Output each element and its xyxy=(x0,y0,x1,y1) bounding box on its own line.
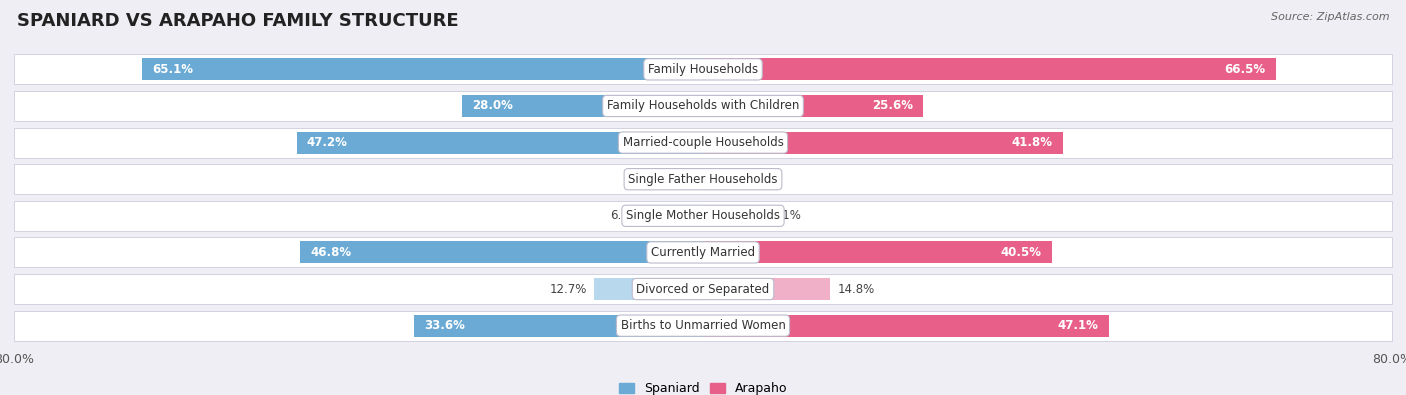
Text: Family Households: Family Households xyxy=(648,63,758,76)
Text: 65.1%: 65.1% xyxy=(153,63,194,76)
Text: Single Mother Households: Single Mother Households xyxy=(626,209,780,222)
Text: Source: ZipAtlas.com: Source: ZipAtlas.com xyxy=(1271,12,1389,22)
Bar xyxy=(703,205,763,227)
Bar xyxy=(14,310,1392,340)
Text: 28.0%: 28.0% xyxy=(472,100,513,113)
Bar xyxy=(14,164,1392,194)
Text: Married-couple Households: Married-couple Households xyxy=(623,136,783,149)
Bar xyxy=(703,278,831,300)
Text: 33.6%: 33.6% xyxy=(425,319,465,332)
Bar xyxy=(413,315,703,337)
Bar xyxy=(682,168,703,190)
Bar xyxy=(703,241,1052,263)
Text: 66.5%: 66.5% xyxy=(1225,63,1265,76)
Text: Births to Unmarried Women: Births to Unmarried Women xyxy=(620,319,786,332)
Text: 40.5%: 40.5% xyxy=(1001,246,1042,259)
Text: Family Households with Children: Family Households with Children xyxy=(607,100,799,113)
Text: 7.1%: 7.1% xyxy=(770,209,801,222)
Bar xyxy=(703,132,1063,154)
Text: Divorced or Separated: Divorced or Separated xyxy=(637,282,769,295)
Bar xyxy=(14,91,1392,121)
Bar xyxy=(14,55,1392,85)
Bar xyxy=(299,241,703,263)
Text: 47.1%: 47.1% xyxy=(1057,319,1098,332)
Bar xyxy=(703,168,728,190)
Text: 2.9%: 2.9% xyxy=(735,173,765,186)
Bar xyxy=(14,237,1392,267)
Text: SPANIARD VS ARAPAHO FAMILY STRUCTURE: SPANIARD VS ARAPAHO FAMILY STRUCTURE xyxy=(17,12,458,30)
Bar xyxy=(14,274,1392,304)
Bar xyxy=(647,205,703,227)
Bar xyxy=(14,201,1392,231)
Text: 14.8%: 14.8% xyxy=(838,282,875,295)
Bar xyxy=(703,95,924,117)
Bar xyxy=(703,58,1275,80)
Bar xyxy=(593,278,703,300)
Text: 25.6%: 25.6% xyxy=(872,100,912,113)
Text: Single Father Households: Single Father Households xyxy=(628,173,778,186)
Text: 2.5%: 2.5% xyxy=(645,173,675,186)
Text: 12.7%: 12.7% xyxy=(550,282,586,295)
Bar xyxy=(142,58,703,80)
Bar xyxy=(297,132,703,154)
Text: Currently Married: Currently Married xyxy=(651,246,755,259)
Text: 41.8%: 41.8% xyxy=(1012,136,1053,149)
Text: 6.5%: 6.5% xyxy=(610,209,640,222)
Text: 46.8%: 46.8% xyxy=(311,246,352,259)
Text: 47.2%: 47.2% xyxy=(307,136,347,149)
Bar xyxy=(703,315,1108,337)
Legend: Spaniard, Arapaho: Spaniard, Arapaho xyxy=(619,382,787,395)
Bar xyxy=(14,128,1392,158)
Bar xyxy=(461,95,703,117)
